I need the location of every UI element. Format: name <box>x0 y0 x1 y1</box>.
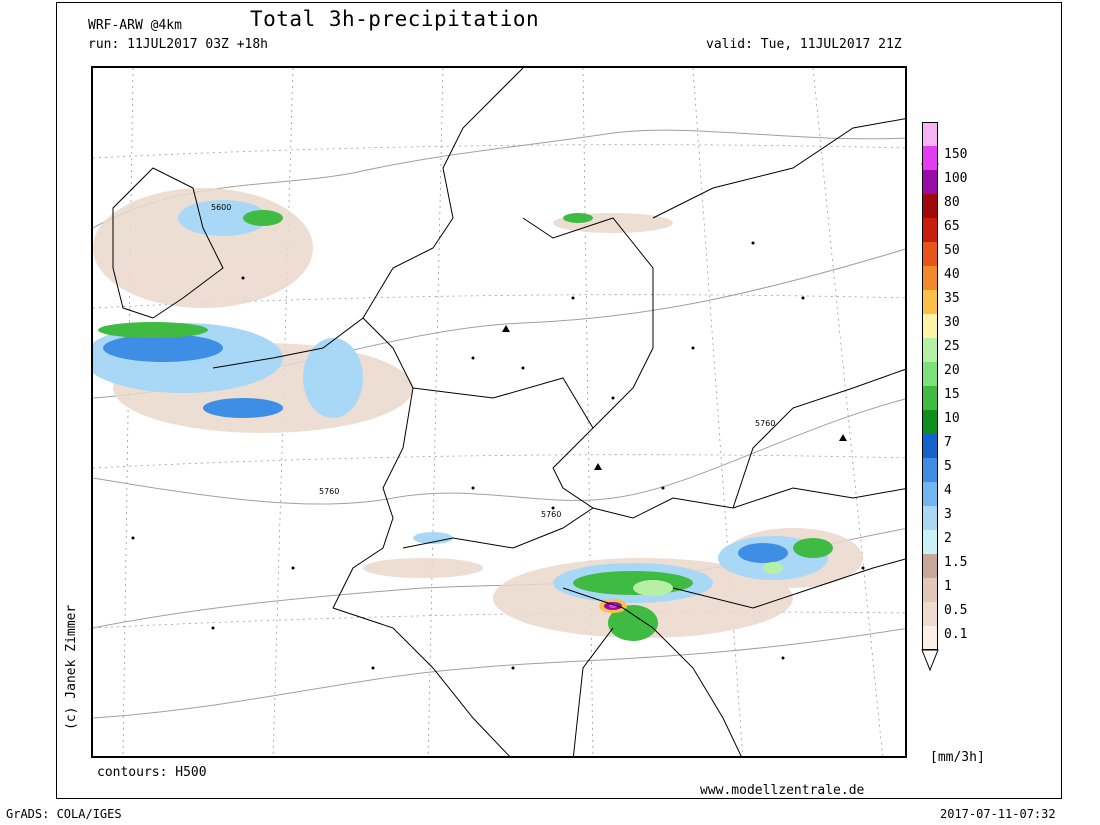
valid-time-label: valid: Tue, 11JUL2017 21Z <box>706 37 902 52</box>
contour-label-5760-center: 5760 <box>541 510 561 519</box>
website-label: www.modellzentrale.de <box>700 783 865 798</box>
legend-tick-label: 35 <box>944 291 960 306</box>
legend-swatch <box>922 554 938 578</box>
legend-tick-label: 25 <box>944 339 960 354</box>
legend-swatch <box>922 194 938 218</box>
legend-swatch <box>922 602 938 626</box>
legend-tick-label: 2 <box>944 531 952 546</box>
legend-swatch <box>922 146 938 170</box>
legend-tick-label: 50 <box>944 243 960 258</box>
legend-tick-label: 3 <box>944 507 952 522</box>
contour-label-5600: 5600 <box>211 203 231 212</box>
legend-swatch <box>922 626 938 650</box>
legend-tick-label: 10 <box>944 411 960 426</box>
legend-swatch <box>922 458 938 482</box>
legend-swatch <box>922 122 938 146</box>
legend-swatch <box>922 506 938 530</box>
legend-swatch <box>922 314 938 338</box>
map-canvas: 5600 5760 5760 5760 <box>93 68 905 756</box>
legend-swatch <box>922 578 938 602</box>
legend-tick-label: 30 <box>944 315 960 330</box>
legend-swatch <box>922 290 938 314</box>
legend-swatch <box>922 266 938 290</box>
timestamp-label: 2017-07-11-07:32 <box>940 807 1056 821</box>
legend-tick-label: 80 <box>944 195 960 210</box>
chart-title: Total 3h-precipitation <box>250 7 540 31</box>
grads-label: GrADS: COLA/IGES <box>6 807 122 821</box>
legend-tick-label: 150 <box>944 147 968 162</box>
legend-swatch <box>922 410 938 434</box>
legend-swatch <box>922 338 938 362</box>
legend-swatch <box>922 170 938 194</box>
model-label: WRF-ARW @4km <box>88 18 182 33</box>
legend-tick-label: 20 <box>944 363 960 378</box>
contour-label-5760-west: 5760 <box>319 487 339 496</box>
run-label: run: 11JUL2017 03Z +18h <box>88 37 269 52</box>
legend-swatch <box>922 218 938 242</box>
legend-swatch <box>922 362 938 386</box>
legend-tick-label: 1.5 <box>944 555 968 570</box>
legend-tick-label: 4 <box>944 483 952 498</box>
legend-tick-label: 0.1 <box>944 627 968 642</box>
contours-label: contours: H500 <box>97 765 207 780</box>
legend-swatch <box>922 386 938 410</box>
legend-tick-label: 5 <box>944 459 952 474</box>
legend-unit: [mm/3h] <box>930 750 985 765</box>
legend-swatch <box>922 434 938 458</box>
legend-swatch <box>922 482 938 506</box>
legend-tick-label: 100 <box>944 171 968 186</box>
legend-tick-label: 15 <box>944 387 960 402</box>
credit-label: (c) Janek Zimmer <box>64 604 79 730</box>
legend-tick-label: 7 <box>944 435 952 450</box>
precipitation-map: 5600 5760 5760 5760 <box>91 66 907 758</box>
legend-tick-label: 40 <box>944 267 960 282</box>
figure-frame <box>56 2 1062 799</box>
legend-tick-label: 65 <box>944 219 960 234</box>
legend-tick-label: 1 <box>944 579 952 594</box>
legend-swatch <box>922 530 938 554</box>
contour-label-5760-east: 5760 <box>755 419 775 428</box>
legend-swatch <box>922 242 938 266</box>
legend-tick-label: 0.5 <box>944 603 968 618</box>
